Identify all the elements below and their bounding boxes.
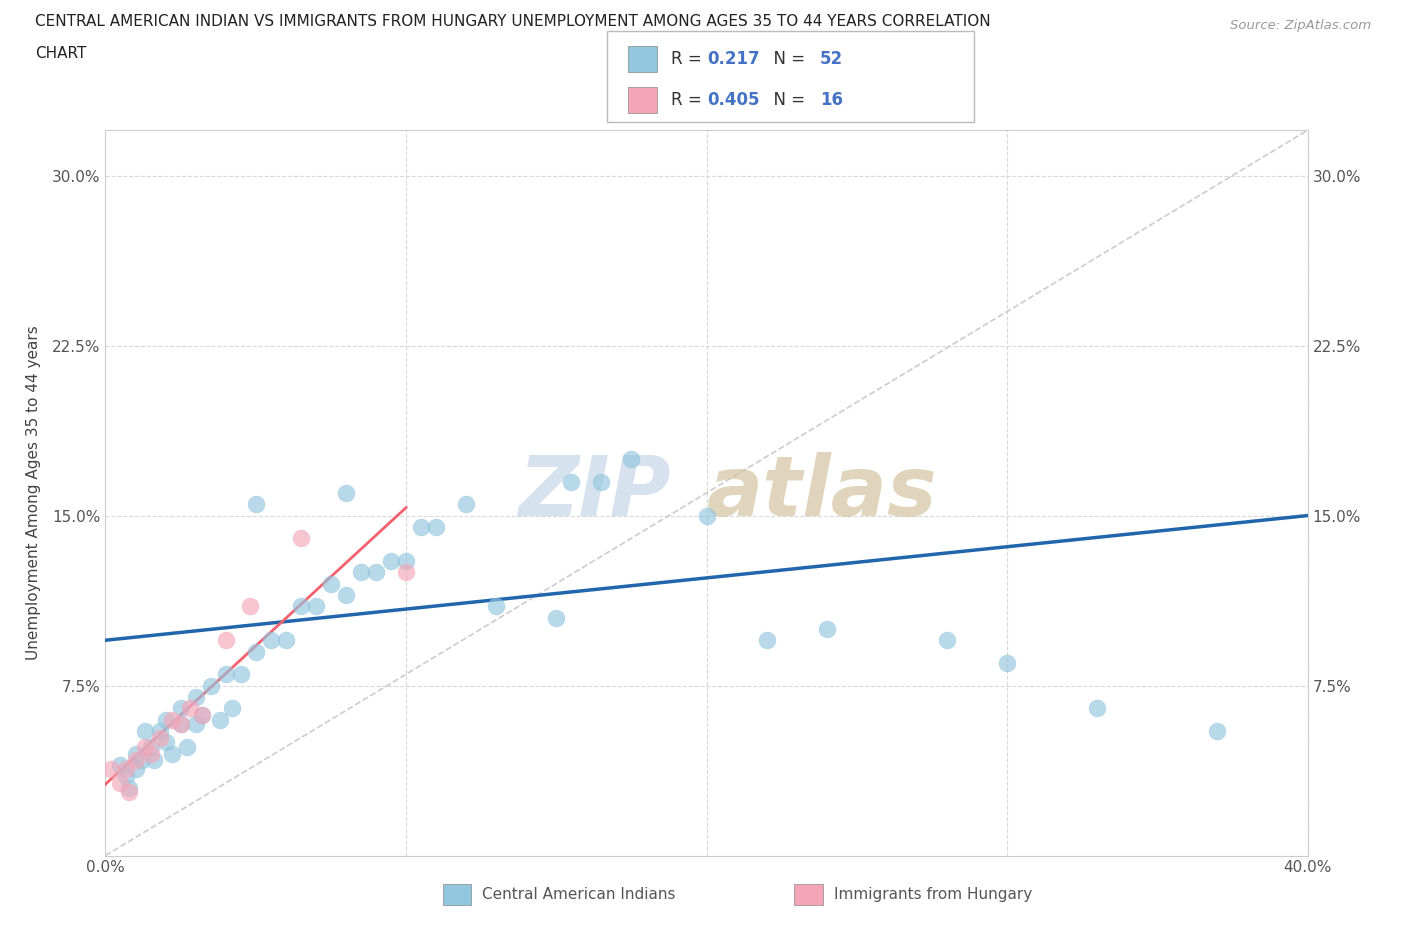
Point bbox=[208, 712, 231, 727]
Point bbox=[184, 717, 207, 732]
Point bbox=[148, 730, 170, 745]
Point bbox=[290, 531, 312, 546]
Point bbox=[118, 780, 141, 795]
Point bbox=[319, 577, 342, 591]
Text: 16: 16 bbox=[820, 91, 842, 109]
Text: R =: R = bbox=[671, 91, 707, 109]
Point bbox=[169, 717, 191, 732]
Text: 0.217: 0.217 bbox=[707, 50, 759, 68]
Text: Immigrants from Hungary: Immigrants from Hungary bbox=[834, 887, 1032, 902]
Point bbox=[755, 632, 778, 647]
Point bbox=[409, 520, 432, 535]
Point bbox=[335, 485, 357, 500]
Point bbox=[200, 678, 222, 693]
Point bbox=[110, 776, 132, 790]
Point bbox=[124, 746, 146, 761]
Point bbox=[245, 497, 267, 512]
Point bbox=[134, 739, 156, 754]
Point bbox=[176, 739, 198, 754]
Point bbox=[485, 599, 508, 614]
Point bbox=[179, 701, 201, 716]
Point bbox=[100, 762, 122, 777]
Point bbox=[160, 746, 183, 761]
Point bbox=[134, 724, 156, 738]
Point bbox=[110, 757, 132, 772]
Y-axis label: Unemployment Among Ages 35 to 44 years: Unemployment Among Ages 35 to 44 years bbox=[25, 326, 41, 660]
Point bbox=[395, 553, 418, 568]
Point bbox=[380, 553, 402, 568]
Point bbox=[131, 753, 153, 768]
Text: atlas: atlas bbox=[707, 452, 938, 534]
Point bbox=[560, 474, 582, 489]
Point bbox=[936, 632, 959, 647]
Point bbox=[115, 769, 138, 784]
Point bbox=[305, 599, 328, 614]
Point bbox=[118, 785, 141, 800]
Text: CHART: CHART bbox=[35, 46, 87, 61]
Point bbox=[124, 753, 146, 768]
Text: N =: N = bbox=[763, 50, 811, 68]
Point bbox=[124, 762, 146, 777]
Point bbox=[546, 610, 568, 625]
Point bbox=[142, 753, 165, 768]
Point bbox=[139, 739, 162, 754]
Point bbox=[245, 644, 267, 659]
Point bbox=[148, 724, 170, 738]
Point bbox=[214, 632, 236, 647]
Point bbox=[1085, 701, 1108, 716]
Point bbox=[696, 508, 718, 523]
Text: 52: 52 bbox=[820, 50, 842, 68]
Point bbox=[239, 599, 262, 614]
Point bbox=[591, 474, 613, 489]
Point bbox=[620, 451, 643, 466]
Text: ZIP: ZIP bbox=[517, 452, 671, 534]
Point bbox=[160, 712, 183, 727]
Point bbox=[169, 701, 191, 716]
Point bbox=[139, 746, 162, 761]
Point bbox=[395, 565, 418, 579]
Point bbox=[169, 717, 191, 732]
Point bbox=[335, 588, 357, 603]
Point bbox=[190, 708, 212, 723]
Text: 0.405: 0.405 bbox=[707, 91, 759, 109]
Point bbox=[995, 656, 1018, 671]
Point bbox=[454, 497, 477, 512]
Point bbox=[115, 762, 138, 777]
Text: Central American Indians: Central American Indians bbox=[482, 887, 676, 902]
Point bbox=[1206, 724, 1229, 738]
Point bbox=[184, 689, 207, 704]
Point bbox=[155, 735, 177, 750]
Text: Source: ZipAtlas.com: Source: ZipAtlas.com bbox=[1230, 19, 1371, 32]
Text: N =: N = bbox=[763, 91, 811, 109]
Point bbox=[274, 632, 297, 647]
Point bbox=[815, 621, 838, 636]
Point bbox=[425, 520, 447, 535]
Point bbox=[214, 667, 236, 682]
Text: CENTRAL AMERICAN INDIAN VS IMMIGRANTS FROM HUNGARY UNEMPLOYMENT AMONG AGES 35 TO: CENTRAL AMERICAN INDIAN VS IMMIGRANTS FR… bbox=[35, 14, 991, 29]
Point bbox=[260, 632, 283, 647]
Point bbox=[229, 667, 252, 682]
Point bbox=[350, 565, 373, 579]
Text: R =: R = bbox=[671, 50, 707, 68]
Point bbox=[290, 599, 312, 614]
Point bbox=[221, 701, 243, 716]
Point bbox=[190, 708, 212, 723]
Point bbox=[155, 712, 177, 727]
Point bbox=[364, 565, 387, 579]
